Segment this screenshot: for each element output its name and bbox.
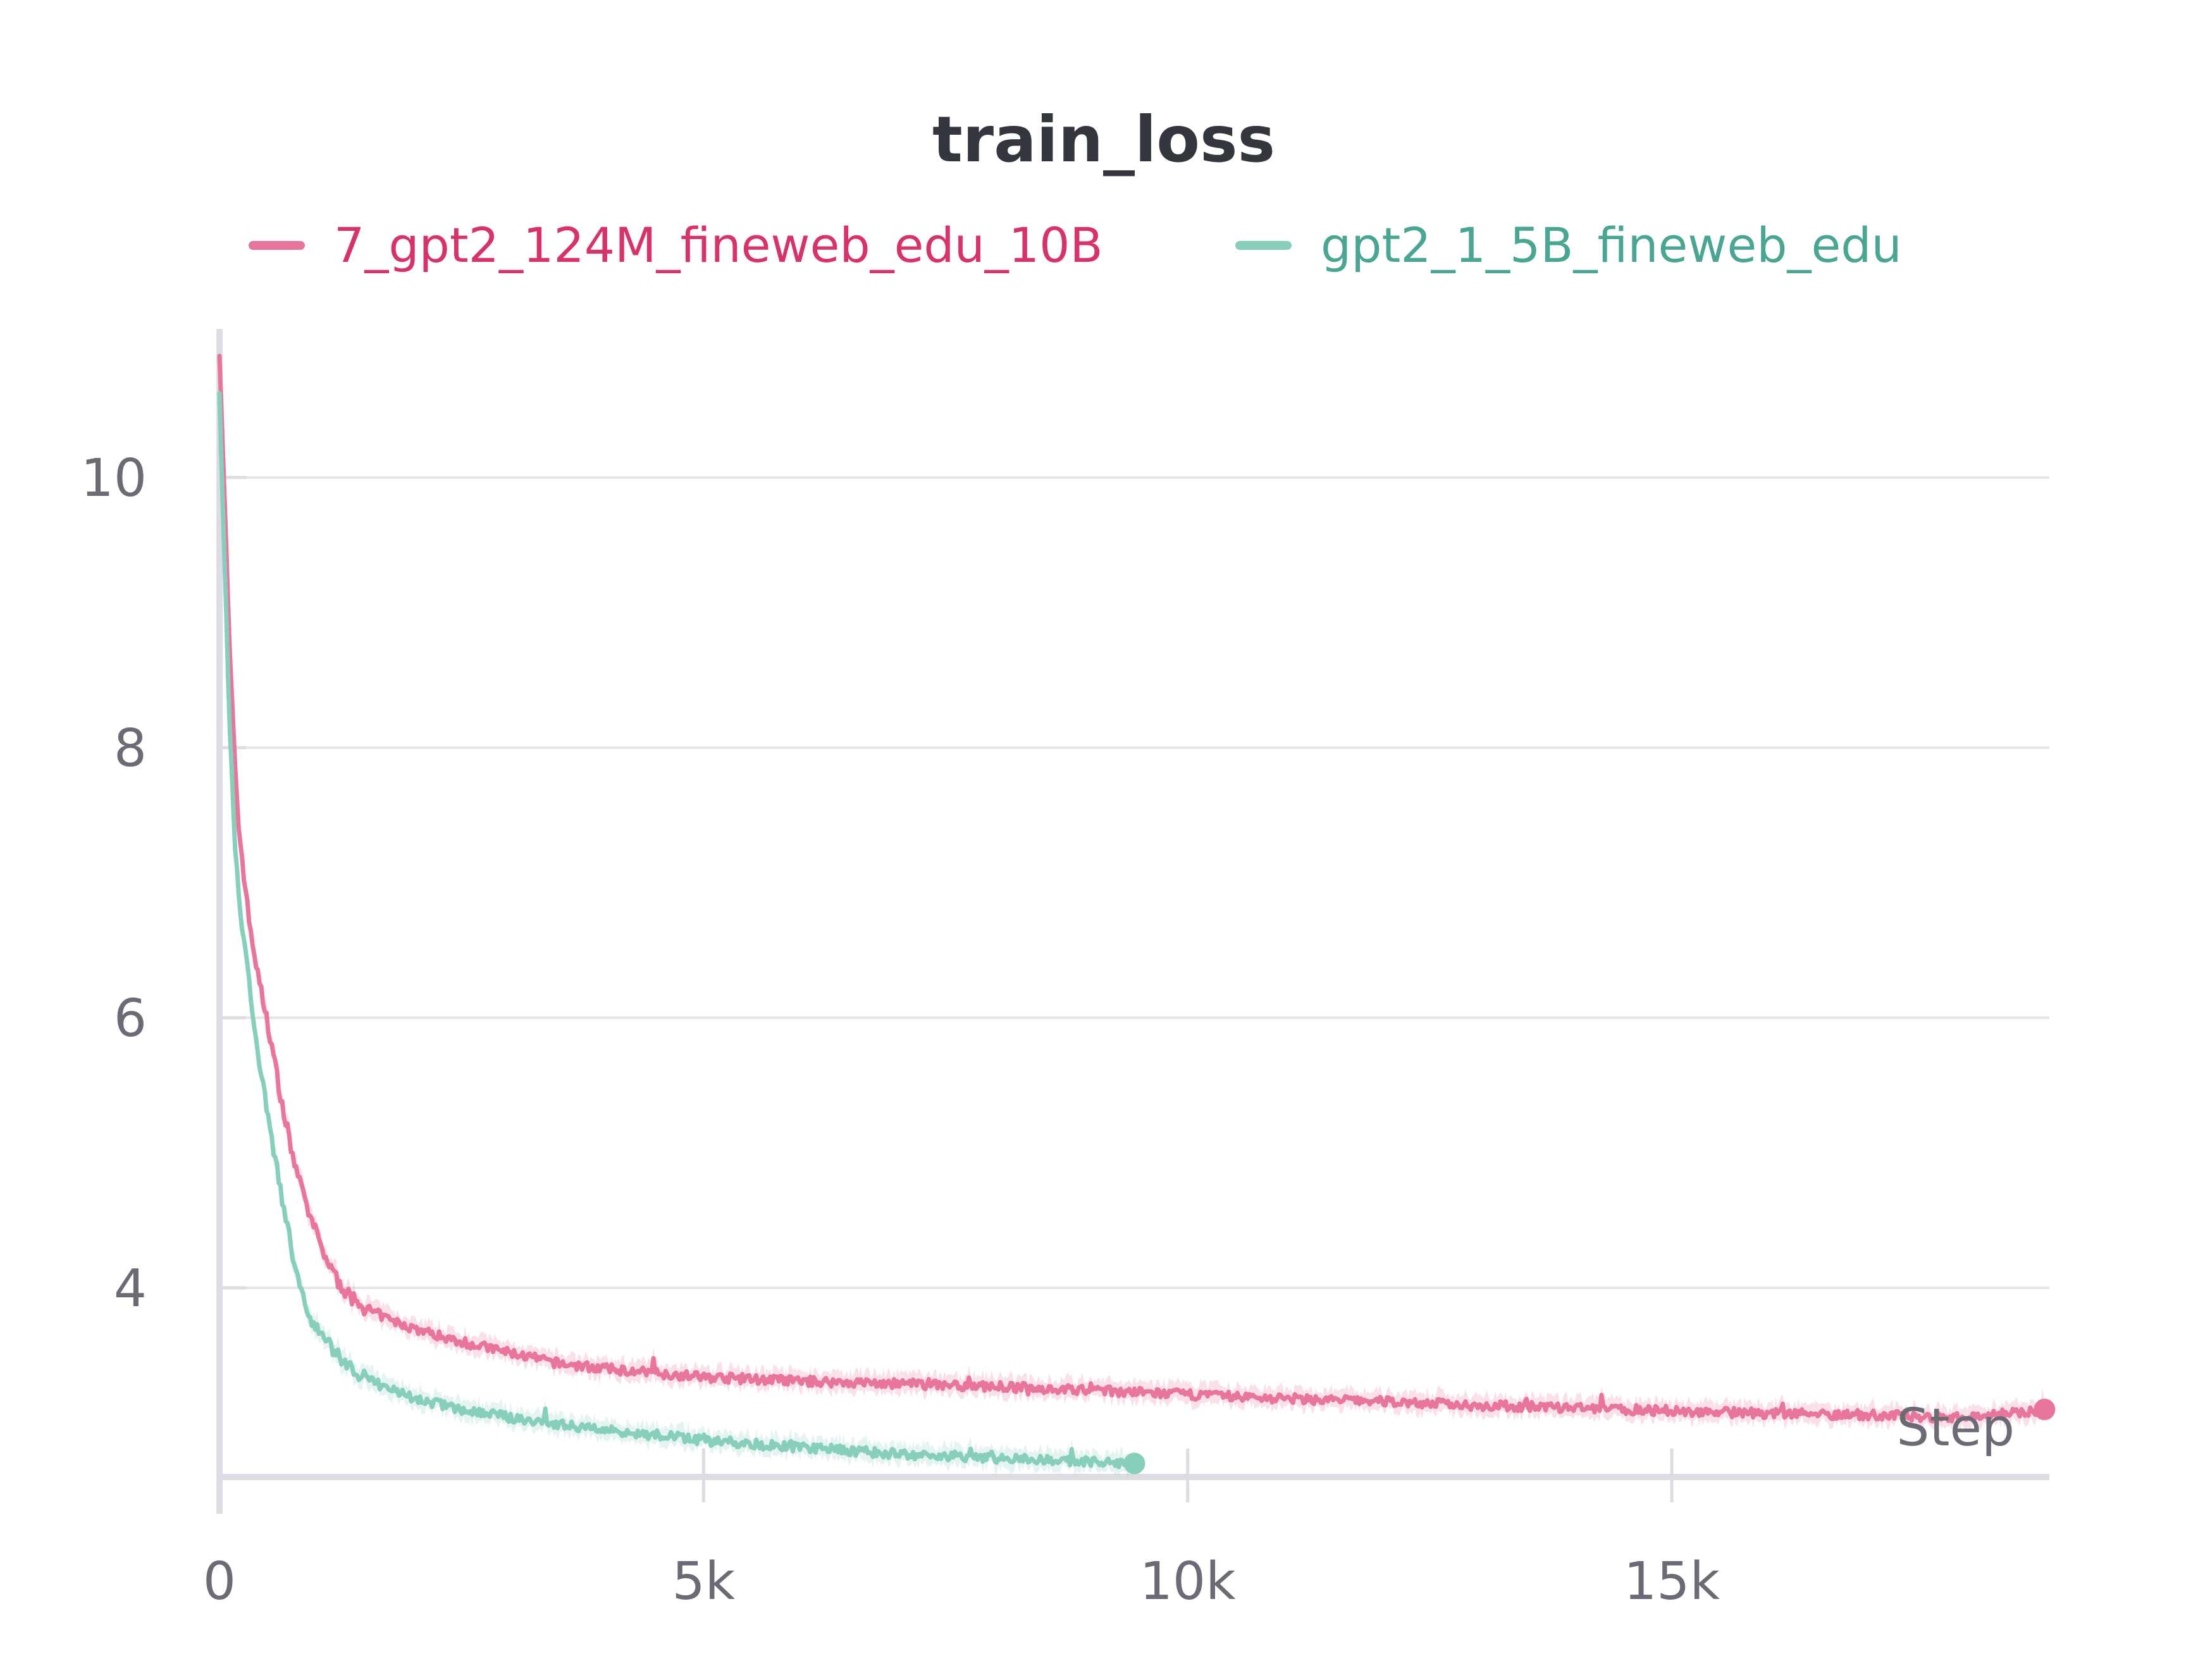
x-tick-label: 15k [1624, 1552, 1720, 1612]
x-tick-label: 0 [203, 1552, 236, 1612]
legend-label-series-2: gpt2_1_5B_fineweb_edu [1321, 217, 1902, 273]
series-1-end-marker[interactable] [2034, 1399, 2056, 1421]
x-tick-label: 5k [672, 1552, 736, 1612]
legend-item-series-2[interactable]: gpt2_1_5B_fineweb_edu [1235, 217, 1902, 273]
chart-title: train_loss [932, 102, 1275, 176]
legend[interactable]: 7_gpt2_124M_fineweb_edu_10B gpt2_1_5B_fi… [249, 217, 1902, 273]
y-tick-label: 8 [114, 719, 147, 779]
x-tick-label: 10k [1140, 1552, 1236, 1612]
axes [216, 329, 2049, 1514]
series-1-line[interactable] [217, 354, 2047, 1424]
legend-label-series-1: 7_gpt2_124M_fineweb_edu_10B [334, 217, 1103, 273]
y-tick-label: 4 [114, 1259, 147, 1319]
gridlines [219, 476, 2049, 1290]
series-2-band [219, 386, 1135, 1479]
series-1-band [219, 347, 2044, 1432]
series-2[interactable] [217, 386, 1145, 1479]
y-tick-label: 10 [81, 448, 147, 509]
series-2-line[interactable] [217, 391, 1137, 1469]
series-2-end-marker[interactable] [1123, 1452, 1145, 1474]
plot-area[interactable] [217, 347, 2056, 1479]
tick-labels: 4 6 8 10 0 5k 10k 15k [81, 448, 1720, 1612]
y-tick-label: 6 [114, 989, 147, 1049]
legend-item-series-1[interactable]: 7_gpt2_124M_fineweb_edu_10B [249, 217, 1103, 273]
series-1[interactable] [217, 347, 2056, 1432]
x-axis-title: Step [1896, 1398, 2015, 1458]
